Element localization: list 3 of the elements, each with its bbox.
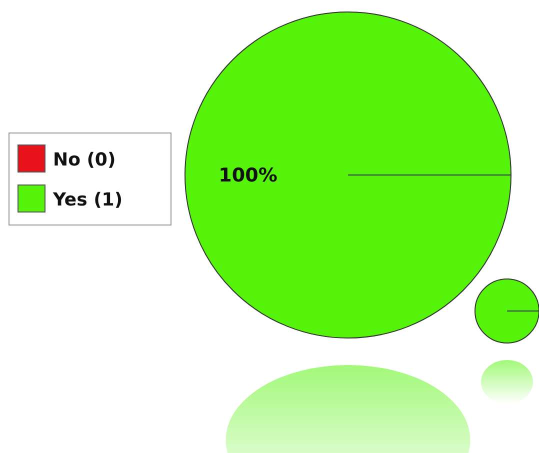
legend-label: Yes (1) [52, 189, 123, 210]
data-label: 100% [218, 164, 278, 187]
legend-label: No (0) [53, 149, 116, 170]
